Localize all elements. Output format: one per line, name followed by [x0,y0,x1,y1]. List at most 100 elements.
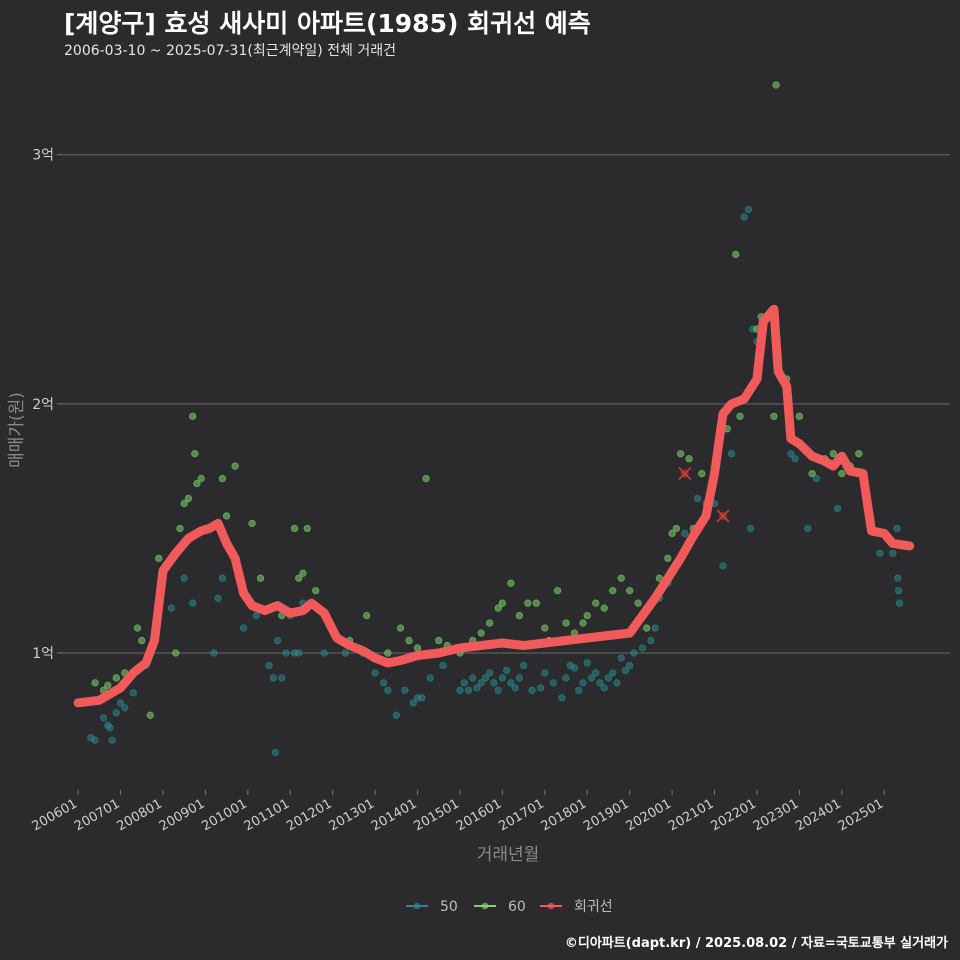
point-50 [320,649,328,657]
point-50 [384,686,392,694]
y-axis: 1억 2억 3억 [32,148,62,662]
regression-line [73,304,915,708]
point-60 [197,474,205,483]
point-50 [647,636,655,645]
point-50 [477,679,485,687]
point-60 [312,587,320,595]
point-50 [218,574,226,582]
point-60 [626,587,634,595]
point-60 [634,599,642,607]
point-60 [176,524,184,533]
point-60 [617,574,625,582]
point-50 [498,674,506,682]
point-50 [812,474,820,483]
point-50 [271,749,280,757]
point-50 [129,689,137,697]
legend-label: 50 [440,899,458,915]
point-50 [579,679,587,687]
point-50 [638,644,647,652]
point-50 [740,213,748,221]
point-60 [189,412,197,420]
point-50 [520,661,528,670]
point-50 [490,679,498,687]
point-60 [553,587,562,595]
point-60 [172,649,180,657]
point-50 [106,724,114,732]
point-60 [838,470,846,478]
point-60 [583,612,591,620]
point-50 [426,674,434,682]
point-60 [795,412,803,420]
point-50 [791,455,799,463]
point-50 [214,594,222,602]
point-60 [435,636,443,645]
point-50 [401,686,409,694]
point-60 [218,474,226,483]
point-50 [626,661,634,670]
point-60 [299,569,307,577]
x-tick-label: 201601 [454,796,504,834]
point-60 [405,636,413,645]
point-60 [736,412,744,420]
point-60 [155,554,163,562]
point-60 [231,462,239,470]
point-50 [536,684,545,692]
point-50 [515,674,523,682]
point-50 [876,549,884,557]
point-50 [409,699,417,707]
point-50 [341,649,350,657]
x-tick-label: 201701 [496,796,546,834]
point-60 [668,529,676,538]
x-tick-label: 202501 [836,796,886,834]
point-50 [239,624,248,632]
point-50 [269,674,277,682]
x-tick-label: 202001 [624,796,674,834]
point-50 [167,604,176,612]
point-60 [507,579,515,587]
point-60 [112,674,120,682]
point-50 [541,669,549,677]
x-tick-label: 200701 [72,796,122,834]
point-50 [528,686,536,694]
point-60 [303,524,311,533]
point-60 [413,644,422,652]
point-50 [727,450,736,458]
x-tick-label: 200901 [157,796,207,834]
point-50 [108,736,116,744]
x-tick-label: 201901 [581,796,631,834]
x-tick-label: 201501 [411,796,461,834]
point-50 [596,679,604,687]
point-60 [672,524,680,533]
point-50 [744,205,753,214]
point-50 [787,450,795,458]
point-60 [295,574,303,582]
x-tick-label: 202401 [793,796,843,834]
point-60 [363,612,371,620]
point-50 [651,624,659,632]
point-50 [486,669,494,677]
point-50 [583,659,591,667]
point-60 [643,624,651,632]
point-60 [422,474,430,483]
point-60 [486,619,494,627]
point-60 [532,599,540,607]
point-60 [592,599,600,607]
point-60 [184,494,193,503]
x-tick-label: 201301 [327,796,377,834]
point-50 [282,649,290,657]
point-50 [604,674,613,682]
scatter-points [87,81,904,757]
point-60 [494,604,502,612]
point-50 [371,669,379,677]
point-50 [693,494,702,503]
point-50 [511,684,519,692]
point-60 [477,629,485,637]
point-60 [248,519,256,528]
point-60 [600,604,608,612]
point-60 [770,412,778,420]
x-tick-label: 201001 [199,796,249,834]
point-50 [189,599,197,607]
point-60 [732,250,740,258]
x-tick-label: 202101 [666,796,716,834]
point-50 [273,636,282,645]
